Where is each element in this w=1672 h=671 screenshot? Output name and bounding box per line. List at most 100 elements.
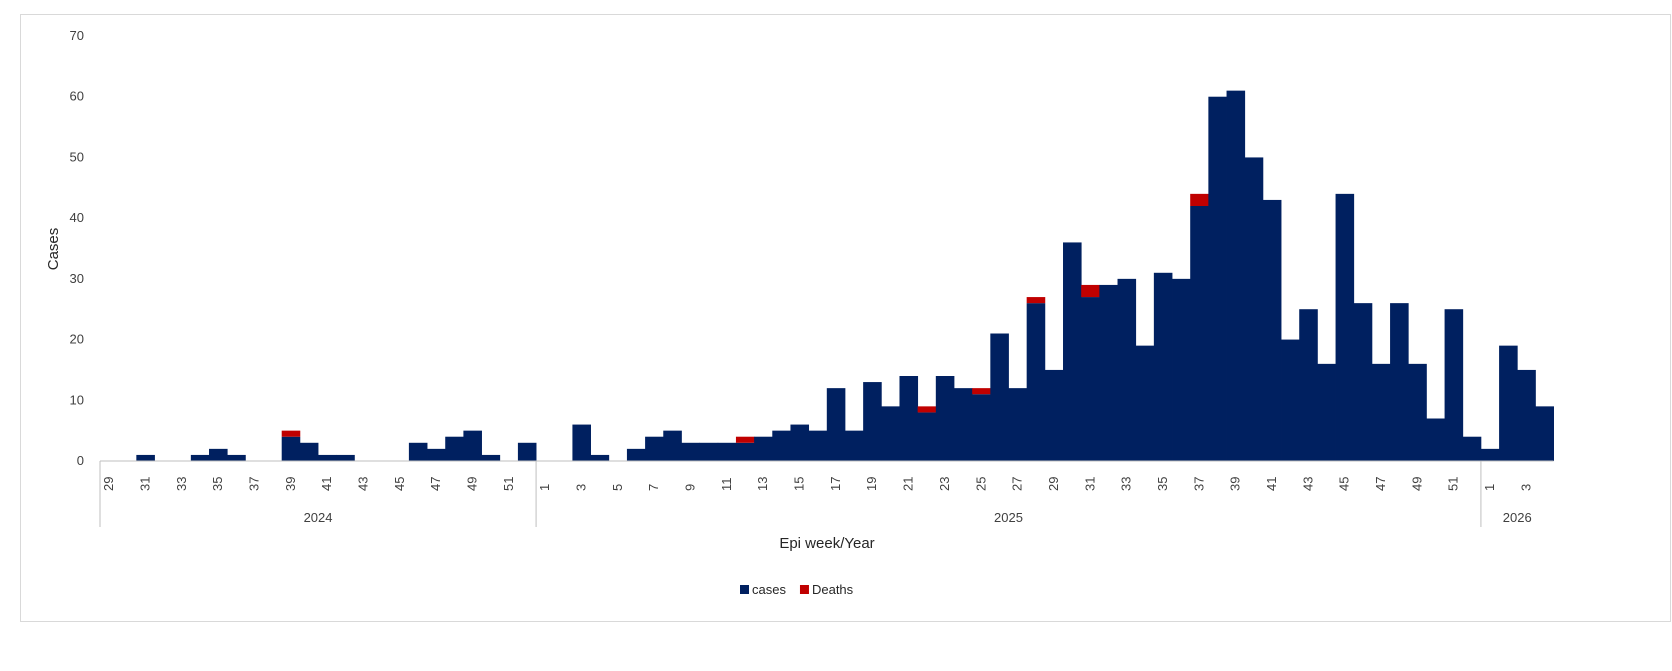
x-week-label: 49 (1409, 477, 1424, 491)
x-week-label: 29 (1046, 477, 1061, 491)
bar-cases (754, 436, 773, 461)
bar-cases (899, 376, 919, 461)
bar-cases (481, 454, 501, 461)
bar-cases (1226, 90, 1246, 461)
bar-cases (990, 333, 1009, 461)
bar-cases (1299, 309, 1318, 461)
x-week-label: 35 (1155, 477, 1170, 491)
bar-cases (645, 436, 664, 461)
x-week-label: 47 (428, 477, 443, 491)
x-year-label: 2025 (994, 510, 1023, 525)
x-axis: 29 31 33 35 37 39 41 43 45 47 49 51 1 3 5 7 9 11 13 15 17 19 2… (99, 460, 1554, 527)
x-week-label: 37 (1191, 477, 1206, 491)
y-tick-label: 40 (70, 210, 84, 225)
bar-cases (735, 442, 755, 461)
bar-cases (1063, 242, 1082, 461)
bar-cases (209, 448, 228, 461)
x-week-label: 27 (1010, 477, 1025, 491)
bar-deaths (1081, 284, 1100, 298)
bar-cases (1535, 406, 1554, 461)
x-week-label: 15 (792, 477, 807, 491)
y-tick-label: 70 (70, 28, 84, 43)
bar-cases (299, 442, 319, 461)
bar-deaths (1190, 193, 1209, 206)
x-week-label: 45 (1337, 477, 1352, 491)
bar-cases (445, 436, 464, 461)
bar-cases (572, 424, 591, 461)
bar-cases (1335, 193, 1355, 462)
bar-cases (1262, 199, 1282, 461)
bars-layer (136, 90, 1554, 462)
y-tick-label: 30 (70, 271, 84, 286)
x-week-label: 33 (174, 477, 189, 491)
bar-cases (881, 406, 900, 461)
bar-cases (1390, 303, 1409, 461)
bar-cases (699, 442, 719, 461)
x-week-label: 7 (646, 484, 661, 491)
x-week-label: 11 (719, 478, 734, 492)
bar-cases (1426, 418, 1445, 461)
bar-deaths (281, 430, 301, 437)
bar-cases (626, 448, 646, 461)
y-tick-label: 0 (77, 453, 84, 468)
bar-cases (1190, 206, 1209, 461)
bar-cases (318, 454, 337, 461)
y-tick-label: 10 (70, 392, 84, 407)
legend: cases Deaths (740, 582, 854, 597)
x-week-label: 37 (246, 477, 261, 491)
bar-cases (1517, 369, 1536, 461)
bar-cases (1081, 297, 1100, 461)
x-week-label: 47 (1373, 477, 1388, 491)
bar-cases (917, 412, 937, 461)
bar-deaths (1026, 297, 1046, 304)
bar-cases (190, 454, 210, 461)
x-week-label: 35 (210, 477, 225, 491)
bar-cases (863, 382, 882, 461)
bar-cases (1135, 345, 1155, 461)
x-week-label: 1 (1482, 484, 1497, 491)
y-axis-title: Cases (45, 228, 62, 271)
bar-cases (1371, 363, 1391, 461)
x-week-label: 41 (319, 477, 334, 491)
x-week-label: 29 (101, 477, 116, 491)
x-week-label: 31 (1082, 477, 1097, 491)
bar-cases (717, 442, 737, 461)
bar-cases (972, 394, 991, 461)
x-week-label: 51 (1446, 477, 1461, 491)
bar-cases (463, 430, 482, 461)
bar-cases (281, 436, 301, 461)
bar-cases (427, 448, 446, 461)
bar-cases (408, 442, 428, 461)
x-week-label: 19 (864, 477, 879, 491)
x-week-label: 51 (501, 477, 516, 491)
x-week-label: 45 (392, 477, 407, 491)
bar-cases (1153, 272, 1173, 461)
bar-cases (1317, 363, 1336, 461)
legend-swatch (799, 585, 809, 594)
bar-cases (1008, 388, 1028, 461)
legend-label: Deaths (812, 582, 854, 597)
x-week-label: 13 (755, 477, 770, 491)
x-week-label: 21 (901, 477, 916, 491)
x-week-label: 3 (574, 484, 589, 491)
bar-cases (1444, 309, 1464, 461)
bar-cases (790, 424, 810, 461)
bar-cases (1281, 339, 1300, 461)
x-week-label: 25 (973, 477, 988, 491)
x-week-label: 5 (610, 484, 625, 491)
bar-deaths (735, 436, 755, 443)
x-week-label: 31 (137, 477, 152, 491)
x-week-label: 23 (937, 477, 952, 491)
bar-cases (1408, 363, 1427, 461)
x-axis-title: Epi week/Year (779, 535, 874, 552)
bar-cases (1208, 96, 1227, 462)
bar-cases (227, 454, 246, 461)
x-year-label: 2026 (1503, 510, 1532, 525)
x-week-label: 1 (537, 484, 552, 491)
x-week-label: 43 (1300, 477, 1315, 491)
x-week-label: 43 (355, 477, 370, 491)
bar-cases (1462, 436, 1482, 461)
y-tick-label: 50 (70, 149, 84, 164)
bar-cases (935, 376, 955, 461)
